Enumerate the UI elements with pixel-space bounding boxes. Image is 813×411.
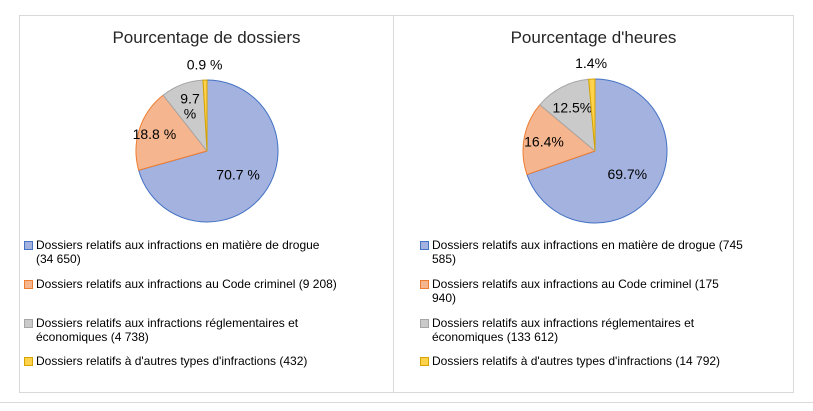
legend-item-3: Dossiers relatifs à d'autres types d'inf…: [24, 354, 384, 393]
pie-slice-0: [526, 78, 668, 224]
pie-slice-label-1: 18.8 %: [133, 126, 177, 142]
legend-color-marker: [420, 241, 429, 250]
legend-color-marker: [420, 279, 429, 289]
chart-panel-heures: Pourcentage d'heures 69.7% 16.4% 12.5% 1.4%…: [394, 16, 793, 392]
legend-color-marker: [420, 318, 429, 328]
pie-slice-label-3: 0.9 %: [187, 56, 223, 72]
legend-label: Dossiers relatifs à d'autres types d'inf…: [36, 354, 308, 369]
legend-color-marker: [24, 357, 33, 367]
pie-slice-label-0: 70.7 %: [216, 167, 260, 183]
legend-item-1: Dossiers relatifs aux infractions au Cod…: [24, 277, 384, 316]
legend-item-2: Dossiers relatifs aux infractions réglem…: [420, 316, 788, 355]
chart-panel-dossiers: Pourcentage de dossiers 70.7 % 18.8 % 9.7%…: [20, 16, 394, 392]
pie-slice-3: [588, 78, 596, 152]
pie-chart-heures: 69.7% 16.4% 12.5% 1.4%: [522, 56, 668, 224]
legend-item-0: Dossiers relatifs aux infractions en mat…: [420, 238, 788, 277]
chart-legend-dossiers: Dossiers relatifs aux infractions en mat…: [24, 238, 384, 393]
pie-chart-dossiers: 70.7 % 18.8 %9.7 % 0.9 %: [133, 56, 279, 223]
pie-slice-label-1: 16.4%: [524, 134, 564, 150]
legend-label: Dossiers relatifs aux infractions au Cod…: [36, 276, 337, 291]
pie-slice-1: [522, 104, 596, 176]
chart-legend-heures: Dossiers relatifs aux infractions en mat…: [420, 238, 788, 393]
legend-item-1: Dossiers relatifs aux infractions au Cod…: [420, 277, 788, 316]
pie-slice-label-2: 12.5%: [553, 100, 593, 116]
legend-item-2: Dossiers relatifs aux infractions réglem…: [24, 316, 384, 355]
legend-color-marker: [24, 279, 33, 289]
pie-slice-3: [202, 79, 208, 152]
page-divider-line: [0, 402, 813, 403]
pie-slice-label-3: 1.4%: [575, 56, 607, 71]
legend-color-marker: [420, 357, 429, 367]
legend-color-marker: [24, 318, 33, 328]
legend-color-marker: [24, 241, 33, 250]
pie-slice-1: [135, 94, 208, 171]
legend-label: Dossiers relatifs aux infractions réglem…: [432, 315, 695, 344]
chart-title-dossiers: Pourcentage de dossiers: [112, 28, 301, 47]
charts-board: Pourcentage de dossiers 70.7 % 18.8 % 9.7%…: [19, 15, 794, 393]
legend-label: Dossiers relatifs aux infractions réglem…: [36, 315, 299, 344]
legend-label: Dossiers relatifs aux infractions au Cod…: [432, 276, 719, 305]
chart-title-heures: Pourcentage d'heures: [510, 28, 677, 47]
legend-label: Dossiers relatifs aux infractions en mat…: [36, 238, 320, 266]
legend-item-0: Dossiers relatifs aux infractions en mat…: [24, 238, 384, 277]
pie-slice-label-0: 69.7%: [607, 166, 647, 182]
legend-label: Dossiers relatifs à d'autres types d'inf…: [432, 354, 721, 369]
pie-slice-0: [138, 79, 279, 223]
legend-item-3: Dossiers relatifs à d'autres types d'inf…: [420, 354, 788, 393]
pie-slice-label-2: 9.7%: [180, 90, 200, 121]
legend-label: Dossiers relatifs aux infractions en mat…: [432, 238, 743, 266]
